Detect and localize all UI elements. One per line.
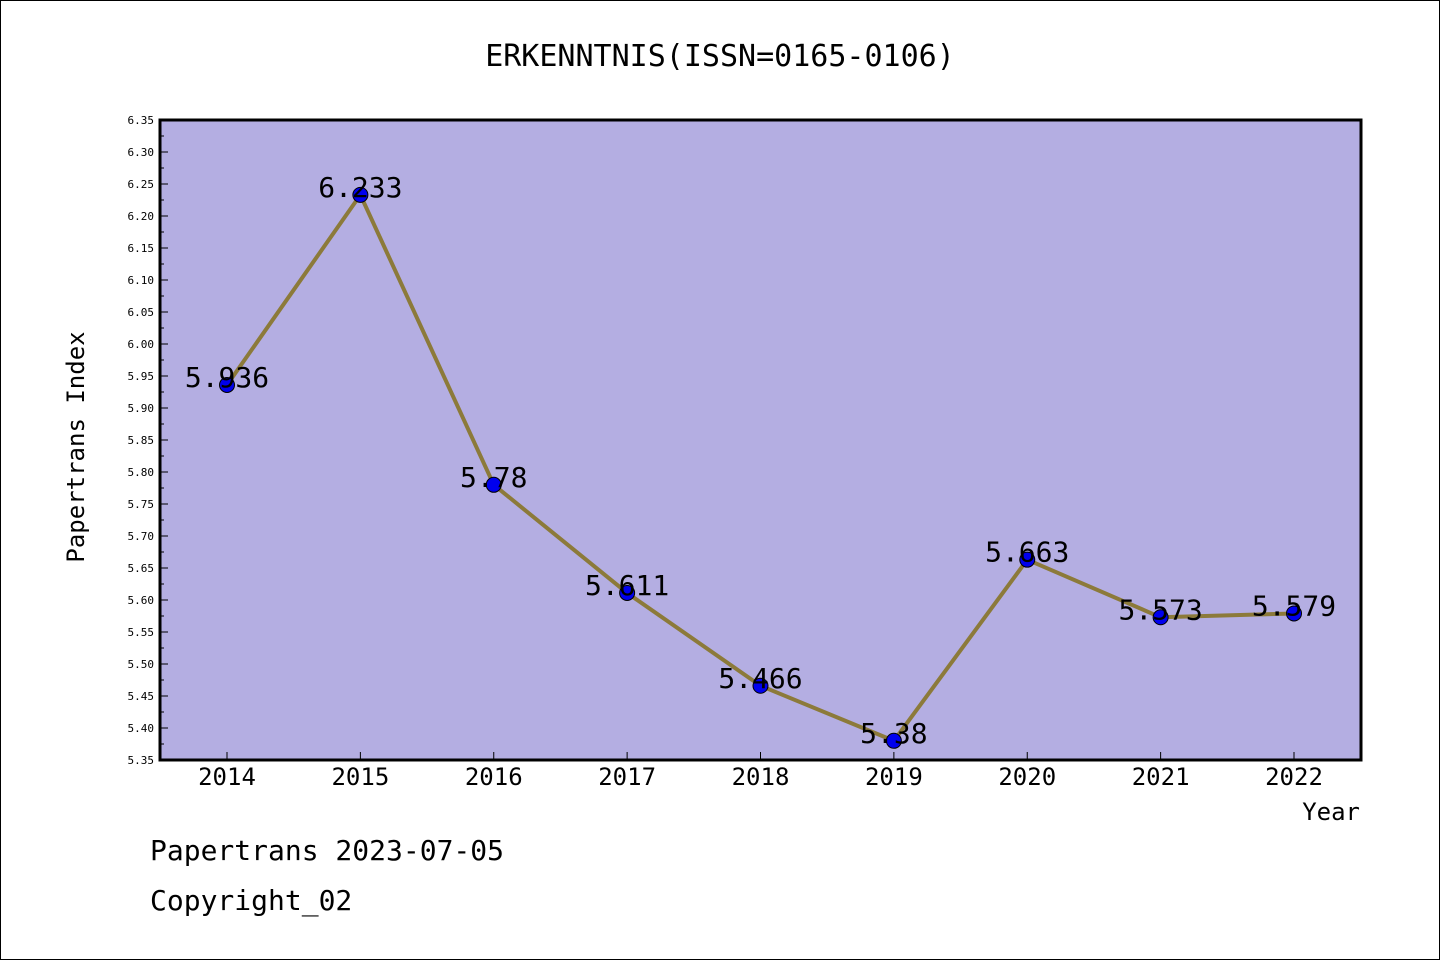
y-tick-label: 6.20 <box>128 210 155 223</box>
data-point <box>219 376 235 393</box>
y-tick-label: 5.40 <box>128 722 155 735</box>
data-label: 5.466 <box>718 662 802 695</box>
data-label: 5.78 <box>460 461 527 494</box>
y-tick-label: 6.25 <box>128 178 155 191</box>
y-tick-label: 5.75 <box>128 498 155 511</box>
data-labels: 5.936 6.233 5.78 5.611 5.466 5.38 5.663 5.573 5.… <box>185 171 1336 750</box>
footer-date: Papertrans 2023-07-05 <box>150 834 505 867</box>
data-label: 5.38 <box>860 717 927 750</box>
footer-copyright: Copyright_02 <box>150 884 353 917</box>
y-tick-label: 5.65 <box>128 562 155 575</box>
y-tick-label: 5.90 <box>128 402 155 415</box>
x-tick-label: 2015 <box>331 763 389 791</box>
y-tick-label: 5.85 <box>128 434 155 447</box>
data-point <box>1152 609 1169 626</box>
x-tick-label: 2019 <box>865 763 923 791</box>
data-label: 5.936 <box>185 361 269 394</box>
y-tick-label: 5.55 <box>128 626 155 639</box>
y-tick-label: 6.15 <box>128 242 155 255</box>
y-tick-label: 5.80 <box>128 466 155 479</box>
y-tick-label: 5.35 <box>128 754 155 767</box>
data-point <box>619 584 636 601</box>
y-axis-label: Papertrans Index <box>62 331 90 562</box>
data-label: 5.663 <box>985 536 1069 569</box>
data-point <box>352 186 369 203</box>
data-point <box>1019 551 1036 568</box>
data-label: 5.579 <box>1252 589 1336 622</box>
y-tick-label: 6.05 <box>128 306 155 319</box>
data-point <box>1286 605 1302 622</box>
y-tick-label: 6.35 <box>128 114 155 127</box>
data-point <box>885 732 902 749</box>
x-axis: 2014 2015 2016 2017 2018 2019 2020 2021 2022 <box>198 752 1323 791</box>
data-label: 5.611 <box>585 569 669 602</box>
x-axis-label: Year <box>1302 798 1360 826</box>
y-tick-label: 5.45 <box>128 690 155 703</box>
data-label: 5.573 <box>1118 593 1202 626</box>
y-tick-label: 6.00 <box>128 338 155 351</box>
x-tick-label: 2014 <box>198 763 256 791</box>
y-tick-label: 5.95 <box>128 370 155 383</box>
chart-title: ERKENNTNIS(ISSN=0165-0106) <box>485 39 955 74</box>
x-tick-label: 2018 <box>732 763 790 791</box>
y-tick-label: 6.30 <box>128 146 155 159</box>
x-tick-label: 2020 <box>998 763 1056 791</box>
x-tick-label: 2016 <box>465 763 523 791</box>
x-tick-label: 2022 <box>1265 763 1323 791</box>
y-tick-label: 5.70 <box>128 530 155 543</box>
data-points <box>219 186 1302 749</box>
y-tick-label: 5.60 <box>128 594 155 607</box>
y-axis: 5.35 5.40 5.45 5.50 5.55 5.60 5.65 5.70 5.75 5.80… <box>128 114 168 767</box>
plot-area <box>158 118 1363 762</box>
y-tick-label: 6.10 <box>128 274 155 287</box>
y-tick-label: 5.50 <box>128 658 155 671</box>
x-tick-label: 2021 <box>1132 763 1190 791</box>
data-point <box>752 677 769 694</box>
data-label: 6.233 <box>318 171 402 204</box>
x-tick-label: 2017 <box>598 763 656 791</box>
data-point <box>485 476 502 493</box>
